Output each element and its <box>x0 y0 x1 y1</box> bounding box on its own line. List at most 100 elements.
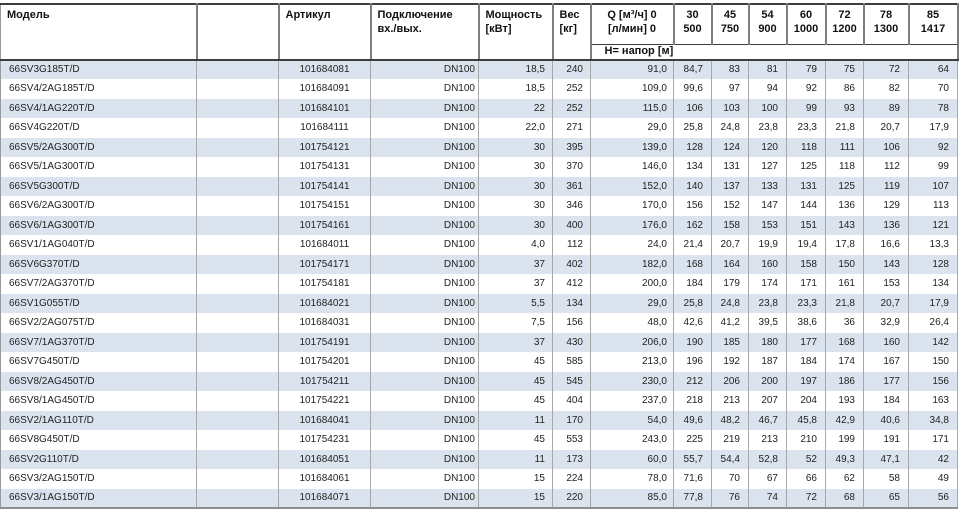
cell-head: 25,8 <box>673 293 712 313</box>
table-header: Модель Артикул Подключение вх./вых. Мощн… <box>0 4 959 61</box>
cell-model: 66SV6/2AG300T/D <box>0 196 197 216</box>
cell-spacer <box>196 430 279 450</box>
flow-m3h-value: 60 <box>799 9 813 21</box>
cell-weight: 402 <box>552 254 591 274</box>
cell-head: 162 <box>673 215 712 235</box>
cell-head: 152,0 <box>590 176 674 196</box>
cell-head: 40,6 <box>863 410 909 430</box>
table-row: 66SV6/1AG300T/D 101754161 DN100 30 400 176,0 1… <box>0 215 958 235</box>
cell-connection: DN100 <box>370 196 479 216</box>
cell-head: 184 <box>863 391 909 411</box>
cell-article: 101684031 <box>278 313 371 333</box>
cell-weight: 173 <box>552 449 591 469</box>
cell-head: 68 <box>825 488 864 508</box>
cell-connection: DN100 <box>370 313 479 333</box>
cell-weight: 553 <box>552 430 591 450</box>
col-header-article: Артикул <box>278 4 372 61</box>
cell-article: 101754171 <box>278 254 371 274</box>
cell-power: 30 <box>478 137 553 157</box>
cell-model: 66SV3G185T/D <box>0 59 197 79</box>
flow-label-lmin: [л/мин] 0 <box>607 22 657 35</box>
cell-power: 22 <box>478 98 553 118</box>
cell-model: 66SV5/2AG300T/D <box>0 137 197 157</box>
cell-article: 101754221 <box>278 391 371 411</box>
col-header-spacer <box>196 4 280 61</box>
cell-head: 153 <box>863 274 909 294</box>
cell-power: 4,0 <box>478 235 553 255</box>
cell-head: 109,0 <box>590 79 674 99</box>
cell-head: 93 <box>825 98 864 118</box>
cell-head: 56 <box>908 488 958 508</box>
table-row: 66SV3/1AG150T/D 101684071 DN100 15 220 85,0 77… <box>0 488 958 508</box>
cell-head: 177 <box>863 371 909 391</box>
cell-head: 48,2 <box>711 410 749 430</box>
cell-article: 101754161 <box>278 215 371 235</box>
cell-model: 66SV2/2AG075T/D <box>0 313 197 333</box>
cell-head: 106 <box>673 98 712 118</box>
cell-head: 179 <box>711 274 749 294</box>
col-header-flow-1: 30 500 <box>673 4 713 45</box>
cell-head: 176,0 <box>590 215 674 235</box>
table-row: 66SV1/1AG040T/D 101684011 DN100 4,0 112 24,0 2… <box>0 235 958 255</box>
table-row: 66SV2/1AG110T/D 101684041 DN100 11 170 54,0 49… <box>0 410 958 430</box>
cell-model: 66SV3/2AG150T/D <box>0 469 197 489</box>
cell-head: 118 <box>786 137 826 157</box>
cell-weight: 112 <box>552 235 591 255</box>
cell-head: 137 <box>711 176 749 196</box>
cell-spacer <box>196 59 279 79</box>
cell-head: 219 <box>711 430 749 450</box>
cell-head: 83 <box>711 59 749 79</box>
cell-head: 70 <box>711 469 749 489</box>
cell-model: 66SV4/1AG220T/D <box>0 98 197 118</box>
cell-head: 23,8 <box>748 293 787 313</box>
cell-connection: DN100 <box>370 59 479 79</box>
cell-spacer <box>196 118 279 138</box>
cell-head: 78,0 <box>590 469 674 489</box>
cell-head: 136 <box>825 196 864 216</box>
cell-head: 72 <box>786 488 826 508</box>
cell-connection: DN100 <box>370 274 479 294</box>
cell-head: 164 <box>711 254 749 274</box>
cell-spacer <box>196 274 279 294</box>
cell-head: 161 <box>825 274 864 294</box>
cell-model: 66SV8/2AG450T/D <box>0 371 197 391</box>
cell-head: 200,0 <box>590 274 674 294</box>
cell-head: 58 <box>863 469 909 489</box>
cell-weight: 404 <box>552 391 591 411</box>
cell-weight: 271 <box>552 118 591 138</box>
cell-power: 45 <box>478 430 553 450</box>
cell-head: 55,7 <box>673 449 712 469</box>
cell-connection: DN100 <box>370 352 479 372</box>
table-row: 66SV6G370T/D 101754171 DN100 37 402 182,0 168 1… <box>0 254 958 274</box>
cell-head: 52 <box>786 449 826 469</box>
cell-head: 99 <box>908 157 958 177</box>
cell-head: 34,8 <box>908 410 958 430</box>
cell-head: 174 <box>748 274 787 294</box>
table-row: 66SV5/1AG300T/D 101754131 DN100 30 370 146,0 1… <box>0 157 958 177</box>
col-header-flow-6: 78 1300 <box>863 4 910 45</box>
table-row: 66SV5/2AG300T/D 101754121 DN100 30 395 139,0 1… <box>0 137 958 157</box>
cell-spacer <box>196 196 279 216</box>
cell-head: 206 <box>711 371 749 391</box>
cell-spacer <box>196 469 279 489</box>
cell-head: 42,6 <box>673 313 712 333</box>
flow-lmin-value: 1417 <box>920 22 946 35</box>
cell-head: 139,0 <box>590 137 674 157</box>
cell-article: 101684011 <box>278 235 371 255</box>
flow-lmin-value: 500 <box>683 22 702 35</box>
cell-head: 151 <box>786 215 826 235</box>
cell-weight: 412 <box>552 274 591 294</box>
cell-spacer <box>196 488 279 508</box>
cell-head: 213 <box>711 391 749 411</box>
table-row: 66SV5G300T/D 101754141 DN100 30 361 152,0 140 1… <box>0 176 958 196</box>
cell-head: 46,7 <box>748 410 787 430</box>
cell-head: 42,9 <box>825 410 864 430</box>
cell-head: 167 <box>863 352 909 372</box>
flow-lmin-value: 900 <box>758 22 777 35</box>
cell-head: 89 <box>863 98 909 118</box>
cell-head: 112 <box>863 157 909 177</box>
cell-head: 230,0 <box>590 371 674 391</box>
cell-head: 120 <box>748 137 787 157</box>
table-row: 66SV8/1AG450T/D 101754221 DN100 45 404 237,0 2… <box>0 391 958 411</box>
pump-spec-table: Модель Артикул Подключение вх./вых. Мощн… <box>0 3 959 509</box>
